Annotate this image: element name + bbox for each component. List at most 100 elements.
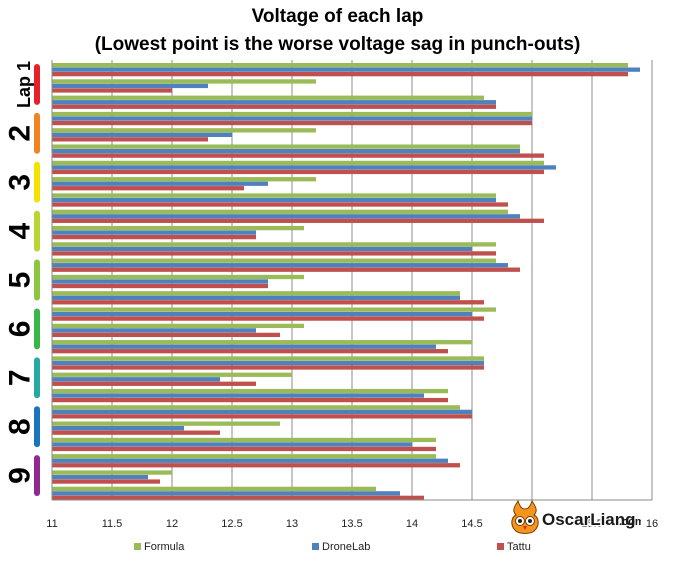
lap-label: 6 (4, 321, 37, 338)
lap-color-marker (34, 112, 40, 154)
bar-tattu-lap-4 (52, 251, 496, 256)
bar-dronelab-lap-8 (52, 442, 412, 447)
legend-swatch-tattu (497, 543, 504, 550)
bar-dronelab-lap-5 (52, 263, 508, 268)
bar-formula-lap-6 (52, 323, 304, 329)
bar-dronelab-lap-9 (52, 491, 400, 496)
bar-formula-lap-3 (52, 160, 544, 166)
bar-tattu-lap-9 (52, 463, 460, 468)
bar-tattu-lap-1 (52, 88, 172, 93)
x-tick-label: 11 (46, 518, 57, 530)
bar-tattu-lap-9 (52, 479, 160, 484)
lap-color-marker (34, 308, 40, 350)
bar-formula-lap-1 (52, 95, 484, 100)
x-tick-label: 13.5 (341, 518, 362, 530)
lap-label: 4 (4, 222, 37, 239)
bar-tattu-lap-1 (52, 72, 628, 77)
bar-tattu-lap-5 (52, 267, 520, 272)
chart-subtitle: (Lowest point is the worse voltage sag i… (94, 34, 581, 55)
bar-dronelab-lap-8 (52, 426, 184, 431)
bar-tattu-lap-7 (52, 381, 256, 386)
bar-tattu-lap-4 (52, 234, 256, 240)
bar-formula-lap-2 (52, 128, 316, 133)
bar-formula-lap-9 (52, 486, 376, 492)
bar-tattu-lap-2 (52, 120, 532, 126)
bar-dronelab-lap-8 (52, 409, 472, 415)
x-tick-label: 16 (646, 518, 658, 530)
lap-label: 8 (4, 418, 37, 435)
bar-dronelab-lap-3 (52, 181, 268, 186)
bar-tattu-lap-1 (52, 104, 496, 109)
lap-color-marker (34, 455, 40, 496)
bar-dronelab-lap-7 (52, 360, 484, 366)
bar-formula-lap-9 (52, 454, 436, 459)
bar-formula-lap-9 (52, 470, 172, 475)
lap-label: 3 (4, 174, 37, 191)
bar-formula-lap-5 (52, 274, 304, 280)
bar-tattu-lap-6 (52, 332, 280, 338)
oscarliang-watermark: OscarLiang .com (506, 497, 645, 537)
bar-dronelab-lap-6 (52, 311, 472, 317)
owl-mascot-icon (511, 499, 539, 534)
bar-tattu-lap-2 (52, 137, 208, 142)
watermark-suffix: .com (619, 516, 641, 528)
bar-tattu-lap-3 (52, 202, 508, 207)
bar-tattu-lap-5 (52, 300, 484, 305)
bar-dronelab-lap-1 (52, 67, 640, 72)
bar-tattu-lap-8 (52, 414, 472, 419)
lap-color-marker (34, 259, 40, 301)
bar-dronelab-lap-9 (52, 458, 448, 463)
bar-formula-lap-6 (52, 340, 472, 345)
bar-dronelab-lap-6 (52, 328, 256, 333)
bar-formula-lap-2 (52, 144, 520, 149)
bar-formula-lap-6 (52, 307, 496, 312)
bar-dronelab-lap-5 (52, 295, 460, 300)
bar-formula-lap-8 (52, 405, 460, 410)
x-tick-label: 12.5 (221, 518, 242, 530)
bar-formula-lap-4 (52, 225, 304, 231)
lap-color-marker (34, 161, 40, 203)
bar-formula-lap-4 (52, 242, 496, 247)
chart-title: Voltage of each lap (251, 6, 424, 27)
legend-swatch-dronelab (312, 543, 319, 550)
bar-formula-lap-8 (52, 437, 436, 443)
bar-tattu-lap-8 (52, 430, 220, 435)
bar-tattu-lap-6 (52, 316, 484, 321)
watermark-brand: OscarLiang (542, 510, 636, 529)
bar-tattu-lap-4 (52, 218, 544, 223)
bar-formula-lap-5 (52, 258, 496, 263)
bar-dronelab-lap-1 (52, 83, 208, 89)
bar-tattu-lap-8 (52, 446, 436, 452)
bar-dronelab-lap-7 (52, 393, 424, 398)
x-tick-label: 11.5 (102, 518, 123, 530)
bar-formula-lap-3 (52, 177, 316, 182)
bar-tattu-lap-3 (52, 186, 244, 191)
bar-formula-lap-3 (52, 193, 496, 198)
bar-formula-lap-4 (52, 209, 508, 214)
lap-label: 7 (4, 369, 37, 386)
bar-dronelab-lap-4 (52, 246, 472, 252)
lap-color-marker (34, 210, 40, 252)
lap-label: 9 (4, 467, 37, 484)
legend-label-dronelab: DroneLab (322, 541, 370, 553)
bar-tattu-lap-2 (52, 153, 544, 158)
legend-label-formula: Formula (144, 541, 185, 553)
bar-formula-lap-5 (52, 291, 460, 296)
x-tick-label: 13 (286, 518, 298, 530)
bar-dronelab-lap-3 (52, 165, 556, 170)
x-tick-label: 12 (166, 518, 178, 530)
lap-color-marker (34, 64, 40, 105)
bar-tattu-lap-7 (52, 365, 484, 370)
bar-dronelab-lap-1 (52, 100, 496, 105)
lap-color-marker (34, 406, 40, 448)
bar-dronelab-lap-3 (52, 197, 496, 203)
legend-swatch-formula (134, 543, 141, 550)
bar-dronelab-lap-2 (52, 148, 520, 154)
legend-label-tattu: Tattu (507, 541, 531, 553)
bar-formula-lap-1 (52, 63, 628, 68)
bar-dronelab-lap-7 (52, 377, 220, 382)
bar-formula-lap-1 (52, 79, 316, 84)
lap-label: 2 (4, 125, 37, 142)
bar-tattu-lap-7 (52, 397, 448, 403)
